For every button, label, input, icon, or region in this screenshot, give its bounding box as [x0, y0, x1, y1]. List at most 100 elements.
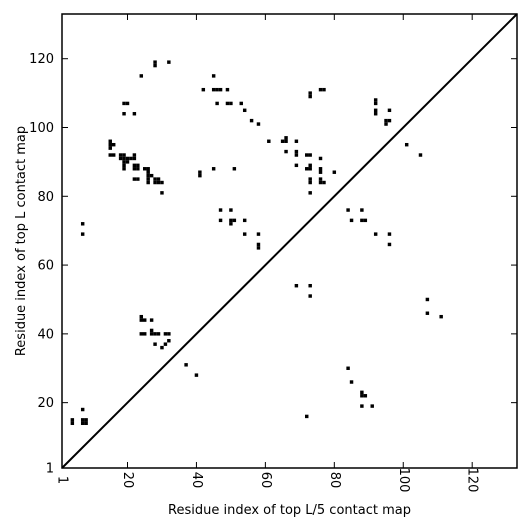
contact-point-upper [332, 170, 337, 174]
contact-point-upper [122, 160, 126, 164]
contact-point-upper [122, 112, 126, 116]
axis-ticks [61, 14, 517, 469]
contact-point-lower [149, 328, 154, 333]
contact-point-lower [167, 339, 171, 343]
contact-point-lower [294, 283, 299, 288]
x-axis-title: Residue index of top L/5 contact map [168, 503, 411, 518]
contact-point-upper [308, 167, 312, 171]
y-tick-label: 100 [29, 121, 54, 136]
contact-point-lower [373, 101, 378, 106]
y-tick-label: 120 [29, 52, 54, 67]
contact-point-upper [232, 167, 237, 171]
contact-point-lower [373, 108, 378, 113]
contact-point-upper [267, 139, 271, 143]
contact-point-lower [425, 297, 430, 302]
contact-point-upper [294, 163, 299, 168]
y-tick-label: 60 [37, 259, 54, 274]
contact-point-upper [211, 87, 216, 92]
contact-point-upper [322, 180, 326, 185]
contact-point-upper [156, 177, 161, 181]
contact-point-upper [318, 156, 323, 161]
contact-point-lower [373, 98, 378, 102]
contact-point-upper [108, 139, 112, 143]
x-tick-label: 100 [396, 468, 411, 493]
contact-point-upper [229, 222, 233, 226]
contact-point-upper [322, 87, 326, 92]
contact-point-upper [239, 101, 243, 106]
contact-point-lower [70, 418, 75, 422]
contact-point-lower [143, 318, 147, 322]
contact-point-lower [373, 232, 378, 236]
plot-frame [61, 13, 518, 469]
contact-point-upper [256, 232, 261, 236]
x-tick-label: 120 [465, 468, 480, 493]
contact-point-lower [163, 332, 168, 336]
contact-point-lower [360, 404, 364, 408]
contact-point-lower [349, 218, 354, 223]
contact-point-upper [143, 167, 147, 171]
x-tick-label: 80 [327, 472, 342, 489]
contact-point-upper [132, 167, 137, 171]
contact-point-upper [215, 101, 219, 106]
contact-point-upper [153, 60, 157, 64]
contact-point-upper [225, 101, 230, 106]
contact-point-upper [308, 94, 312, 99]
contact-points [70, 60, 443, 426]
contact-point-upper [125, 160, 130, 164]
contact-point-upper [160, 180, 164, 185]
contact-point-upper [122, 167, 126, 171]
contact-point-upper [136, 167, 140, 171]
contact-point-upper [108, 153, 112, 157]
contact-point-upper [132, 153, 137, 157]
contact-point-upper [308, 177, 312, 181]
contact-point-lower [363, 218, 368, 223]
contact-point-upper [294, 153, 299, 157]
contact-point-upper [218, 208, 223, 212]
contact-point-lower [70, 421, 75, 426]
contact-point-upper [318, 167, 323, 171]
contact-point-upper [225, 87, 230, 92]
y-tick-label: 1 [46, 462, 54, 477]
contact-point-upper [284, 149, 288, 154]
contact-point-upper [318, 87, 323, 92]
contact-point-lower [360, 218, 364, 223]
contact-point-upper [132, 156, 137, 161]
contact-point-upper [211, 74, 216, 78]
x-tick-label: 60 [258, 472, 273, 489]
contact-point-upper [132, 163, 137, 168]
contact-point-lower [194, 373, 199, 377]
contact-point-lower [387, 108, 392, 113]
x-tick-label: 1 [55, 476, 70, 484]
contact-point-lower [80, 421, 85, 426]
contact-point-lower [156, 332, 161, 336]
contact-point-lower [139, 318, 144, 322]
contact-point-upper [242, 218, 247, 223]
contact-point-lower [84, 418, 88, 422]
contact-point-upper [229, 101, 233, 106]
contact-point-upper [118, 153, 123, 157]
contact-point-upper [132, 112, 137, 116]
contact-point-upper [108, 142, 112, 147]
contact-point-upper [308, 91, 312, 95]
contact-point-lower [418, 153, 423, 157]
contact-point-upper [249, 118, 254, 123]
contact-point-lower [384, 122, 388, 126]
contact-point-lower [360, 394, 364, 398]
contact-point-lower [139, 314, 144, 319]
contact-point-upper [256, 246, 261, 250]
contact-point-lower [384, 118, 388, 123]
contact-point-upper [146, 173, 150, 178]
contact-point-lower [363, 394, 368, 398]
contact-point-lower [346, 366, 350, 370]
contact-point-upper [242, 108, 247, 113]
contact-point-upper [229, 218, 233, 223]
y-axis-title: Residue index of top L contact map [14, 126, 29, 356]
contact-point-lower [305, 414, 309, 419]
contact-point-upper [136, 177, 140, 181]
contact-point-upper [146, 167, 150, 171]
contact-point-upper [218, 87, 223, 92]
contact-point-lower [373, 112, 378, 116]
contact-point-lower [139, 332, 144, 336]
contact-point-lower [404, 142, 409, 147]
contact-point-upper [108, 146, 112, 150]
